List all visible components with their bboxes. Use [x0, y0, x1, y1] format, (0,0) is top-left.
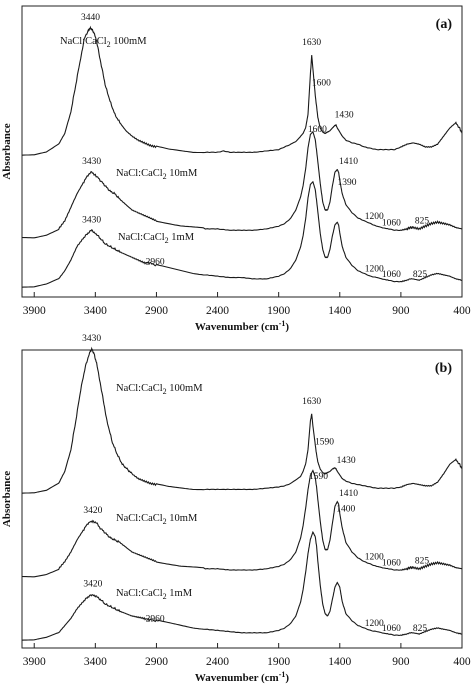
- peak-annotation: 1410: [339, 489, 358, 499]
- peak-annotation: 1430: [335, 110, 354, 120]
- series-name-label: NaCl:CaCl2 100mM: [116, 383, 203, 396]
- panel-label: (a): [436, 17, 453, 32]
- x-tick-label: 1400: [328, 656, 351, 668]
- series-name-label: NaCl:CaCl2 1mM: [118, 232, 195, 245]
- peak-annotation: 1410: [339, 157, 358, 167]
- peak-annotation: 1200: [365, 553, 384, 563]
- series-name-label: NaCl:CaCl2 10mM: [116, 168, 198, 181]
- y-axis-label: Absorbance: [1, 471, 13, 527]
- peak-annotation: 1600: [312, 79, 331, 89]
- peak-annotation: 825: [415, 557, 430, 567]
- y-axis-label: Absorbance: [1, 123, 13, 179]
- spectrum-line: [21, 346, 463, 494]
- peak-annotation: 1060: [382, 624, 401, 634]
- peak-annotation: 3430: [82, 334, 101, 344]
- panel-label: (b): [435, 361, 452, 376]
- spectrum-line: [21, 25, 463, 156]
- x-axis-label: Wavenumber (cm-1): [195, 319, 290, 333]
- x-tick-label: 2900: [145, 656, 168, 668]
- x-tick-label: 1900: [267, 305, 290, 317]
- x-tick-label: 400: [453, 656, 471, 668]
- x-tick-label: 2900: [145, 305, 168, 317]
- spectrum-line: [21, 130, 463, 239]
- plot-frame: [21, 349, 463, 649]
- peak-annotation: 1590: [309, 472, 328, 482]
- peak-annotation: 1600: [308, 125, 327, 135]
- x-tick-label: 900: [392, 305, 410, 317]
- peak-annotation: 1590: [315, 438, 334, 448]
- peak-annotation: 3430: [82, 157, 101, 167]
- x-tick-label: 2400: [206, 305, 229, 317]
- x-tick-label: 400: [453, 305, 471, 317]
- peak-annotation: 1200: [365, 265, 384, 275]
- x-axis-label: Wavenumber (cm-1): [195, 670, 290, 684]
- x-tick-label: 3900: [23, 656, 46, 668]
- x-tick-label: 1400: [328, 305, 351, 317]
- peak-annotation: 1060: [382, 219, 401, 229]
- spectrum-line: [21, 530, 463, 641]
- peak-annotation: 1390: [338, 178, 357, 188]
- peak-annotation: 1400: [336, 505, 355, 515]
- peak-annotation: 1630: [302, 397, 321, 407]
- spectrum-line: [21, 469, 463, 578]
- peak-annotation: 3430: [82, 215, 101, 225]
- x-tick-label: 900: [392, 656, 410, 668]
- x-tick-label: 2400: [206, 656, 229, 668]
- peak-annotation: 825: [413, 624, 428, 634]
- x-tick-label: 3400: [84, 305, 107, 317]
- peak-annotation: 2960: [146, 258, 165, 268]
- peak-annotation: 1430: [337, 456, 356, 466]
- peak-annotation: 2960: [146, 615, 165, 625]
- peak-annotation: 1060: [382, 559, 401, 569]
- peak-annotation: 1200: [365, 619, 384, 629]
- x-tick-label: 3400: [84, 656, 107, 668]
- x-tick-label: 3900: [23, 305, 46, 317]
- peak-annotation: 3440: [81, 13, 100, 23]
- series-name-label: NaCl:CaCl2 10mM: [116, 513, 198, 526]
- peak-annotation: 825: [413, 270, 428, 280]
- peak-annotation: 3420: [83, 506, 102, 516]
- plot-frame: [21, 5, 463, 298]
- peak-annotation: 825: [415, 217, 430, 227]
- series-name-label: NaCl:CaCl2 1mM: [116, 588, 193, 601]
- series-name-label: NaCl:CaCl2 100mM: [60, 36, 147, 49]
- peak-annotation: 3420: [83, 579, 102, 589]
- peak-annotation: 1060: [382, 270, 401, 280]
- x-tick-label: 1900: [267, 656, 290, 668]
- peak-annotation: 1200: [365, 212, 384, 222]
- peak-annotation: 1630: [302, 38, 321, 48]
- spectrum-line: [21, 180, 462, 288]
